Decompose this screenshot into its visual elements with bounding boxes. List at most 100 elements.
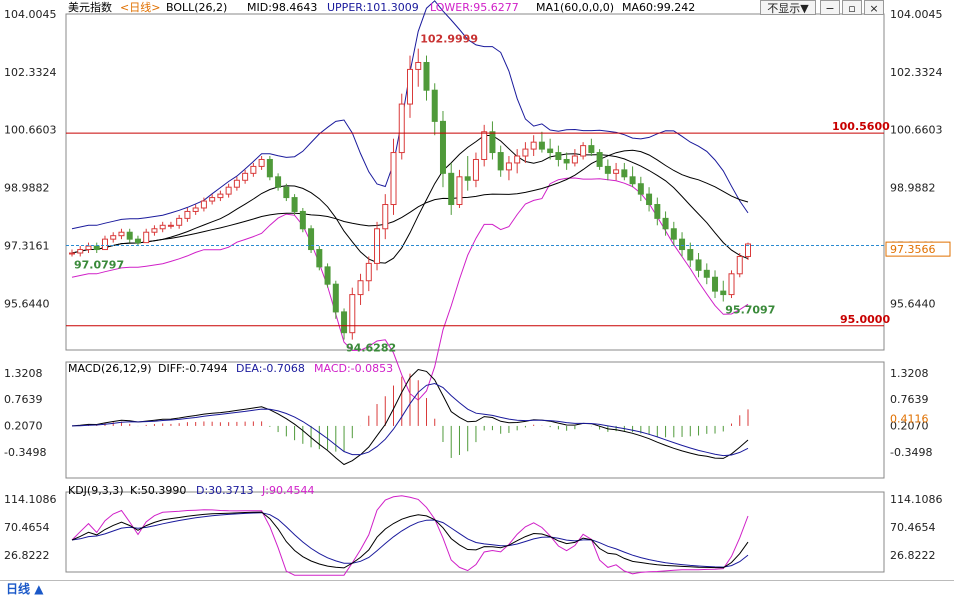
- tab-daily-label: 日线: [6, 582, 31, 596]
- candle-body: [621, 169, 628, 178]
- header-upper: UPPER:101.3009: [327, 1, 419, 14]
- candle-body: [77, 249, 84, 254]
- candle-body: [662, 217, 669, 230]
- candle-body: [374, 228, 381, 264]
- candle-body: [332, 283, 339, 313]
- candle-body: [580, 145, 587, 157]
- macd-title: MACD(26,12,9): [68, 362, 152, 375]
- header-ma: MA1(60,0,0,0): [536, 1, 614, 14]
- macd-dea: DEA:-0.7068: [236, 362, 305, 375]
- current-price-label: 97.3566: [890, 243, 936, 256]
- candle-body: [637, 183, 644, 195]
- candle-body: [382, 204, 389, 230]
- candle-body: [349, 294, 356, 334]
- macd-axis-label-left: -0.3498: [4, 446, 46, 459]
- candle-body: [283, 186, 290, 199]
- kdj-axis-label-left: 70.4654: [4, 521, 50, 534]
- close-icon[interactable]: ×: [864, 0, 884, 15]
- candle-body: [407, 68, 413, 105]
- hide-indicator-button[interactable]: 不显示▼: [760, 0, 816, 15]
- candle-body: [275, 176, 282, 188]
- macd-diff: DIFF:-0.7494: [158, 362, 228, 375]
- candle-body: [341, 311, 348, 334]
- candle-body: [134, 238, 141, 244]
- candle-body: [448, 172, 455, 206]
- kdj-d: D:30.3713: [196, 484, 254, 497]
- candle-body: [167, 224, 174, 227]
- candle-body: [703, 269, 710, 278]
- candle-body: [745, 243, 751, 257]
- current-price-tag: [885, 241, 951, 257]
- kdj-title: KDJ(9,3,3): [68, 484, 124, 497]
- macd-current-label: 0.4116: [890, 412, 929, 425]
- macd-value: MACD:-0.0853: [314, 362, 393, 375]
- candle-body: [555, 152, 562, 160]
- minimize-icon[interactable]: −: [820, 0, 840, 15]
- candle-body: [629, 176, 636, 185]
- candle-body: [225, 186, 232, 195]
- candle-body: [266, 158, 273, 178]
- kdj-k-line: [71, 511, 749, 569]
- candle-body: [588, 145, 595, 154]
- header-period: <日线>: [120, 0, 160, 14]
- start-annotation: 97.0797: [74, 258, 124, 271]
- header-mid: MID:98.4643: [247, 1, 317, 14]
- kdj-j: J:90.4544: [261, 484, 314, 497]
- price-axis-label-left: 102.3324: [4, 66, 57, 79]
- candle-body: [431, 89, 438, 122]
- end-low-annotation: 95.7097: [725, 304, 775, 317]
- header-boll: BOLL(26,2): [166, 1, 227, 14]
- price-axis-label-right: 95.6440: [890, 297, 936, 310]
- candle-body: [646, 193, 653, 206]
- macd-axis-label-right: -0.3498: [890, 446, 932, 459]
- header-lower: LOWER:95.6277: [430, 1, 519, 14]
- price-axis-label-left: 95.6440: [4, 297, 50, 310]
- candle-body: [308, 228, 315, 251]
- high-annotation: 102.9999: [420, 33, 478, 46]
- price-axis-label-left: 98.9882: [4, 182, 50, 195]
- candle-body: [357, 280, 364, 296]
- candle-body: [497, 152, 504, 171]
- candle-body: [324, 266, 331, 285]
- kdj-k: K:50.3990: [130, 484, 186, 497]
- macd-axis-label-right: 1.3208: [890, 367, 929, 380]
- candle-body: [522, 148, 529, 157]
- candle-body: [547, 148, 554, 154]
- macd-axis-label-left: 1.3208: [4, 367, 43, 380]
- candle-body: [415, 61, 422, 70]
- kdj-panel-frame: [65, 491, 885, 573]
- macd-diff-line: [71, 368, 749, 466]
- candle-body: [604, 165, 611, 174]
- candle-body: [209, 197, 216, 202]
- candle-body: [530, 141, 537, 150]
- candle-body: [563, 158, 570, 164]
- candle-body: [679, 238, 686, 251]
- kdj-axis-label-right: 26.8222: [890, 549, 936, 562]
- candle-body: [596, 152, 603, 167]
- tab-daily[interactable]: 日线 ▲: [6, 582, 44, 596]
- macd-axis-label-right: 0.7639: [890, 393, 929, 406]
- macd-axis-label-left: 0.7639: [4, 393, 43, 406]
- candle-body: [250, 165, 257, 174]
- candle-body: [439, 120, 446, 174]
- candle-body: [695, 259, 702, 271]
- candle-body: [118, 231, 125, 237]
- candle-body: [571, 155, 578, 164]
- candle-body: [184, 210, 191, 219]
- price-axis-label-left: 97.3161: [4, 240, 50, 253]
- price-axis-label-right: 104.0045: [890, 8, 943, 21]
- low-annotation: 94.6282: [346, 342, 396, 355]
- candle-body: [489, 131, 496, 154]
- candle-body: [472, 158, 479, 181]
- candle-body: [613, 169, 620, 174]
- candle-body: [720, 290, 727, 296]
- candle-body: [101, 238, 108, 251]
- candle-body: [176, 217, 183, 226]
- candle-body: [299, 210, 306, 230]
- restore-icon[interactable]: ▫: [842, 0, 862, 15]
- price-axis-label-right: 98.9882: [890, 182, 936, 195]
- candle-body: [464, 176, 471, 181]
- price-axis-label-right: 102.3324: [890, 66, 943, 79]
